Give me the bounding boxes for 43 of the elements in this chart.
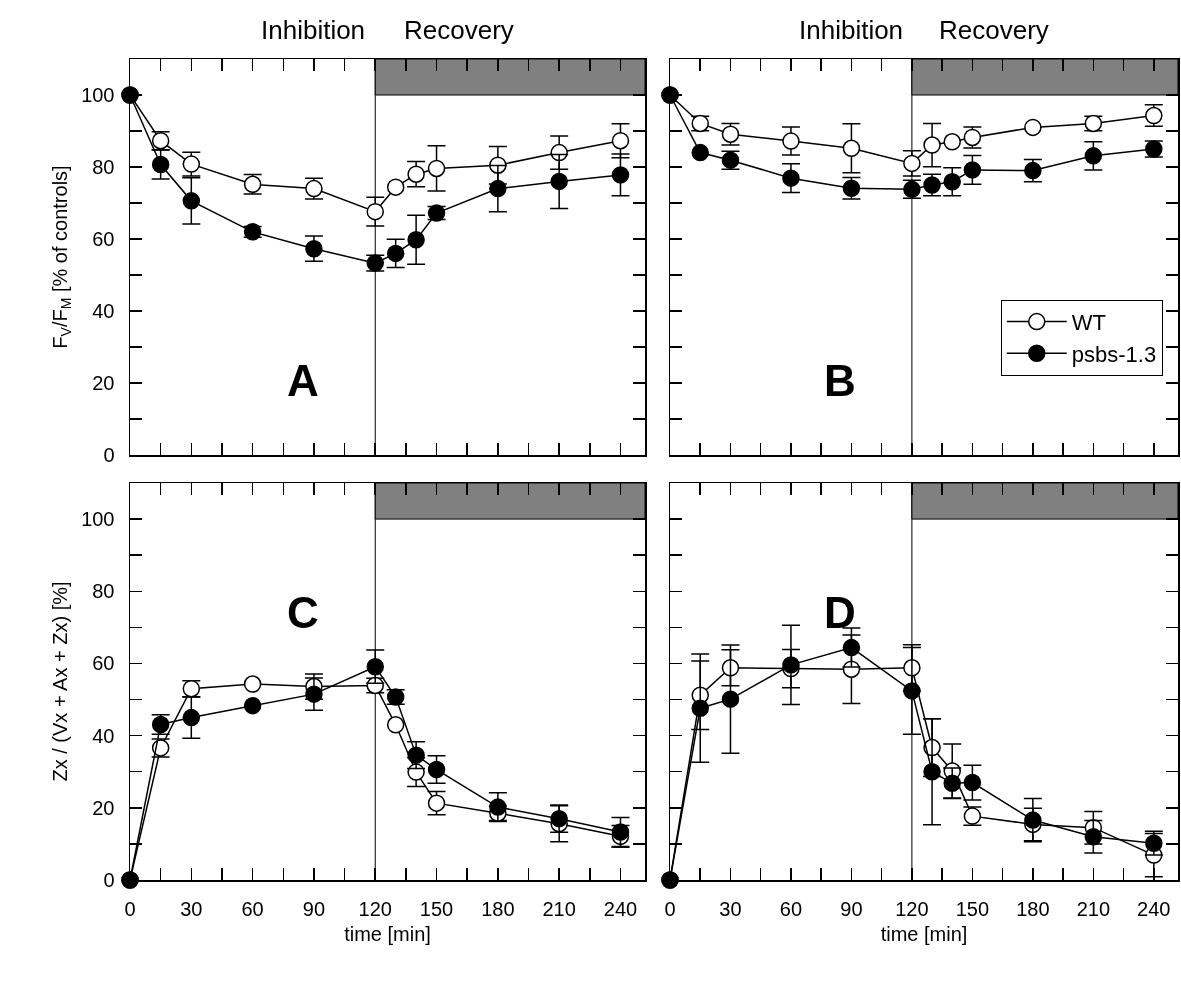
text: Recovery xyxy=(404,15,514,45)
x-tick-label: 240 xyxy=(1137,897,1171,920)
x-tick-label: 150 xyxy=(419,897,454,920)
y-tick-label: 0 xyxy=(103,869,115,891)
text: Inhibition xyxy=(261,15,366,45)
text: Recovery xyxy=(939,15,1049,45)
y-tick-label: 60 xyxy=(92,228,115,250)
y-tick-label: 20 xyxy=(92,372,115,394)
x-tick-label: 240 xyxy=(603,897,638,920)
x-tick-label: 90 xyxy=(840,897,863,920)
annotation: B xyxy=(824,356,856,405)
x-tick-label: 0 xyxy=(664,897,676,920)
y-tick-label: 60 xyxy=(92,652,115,675)
y-tick-label: 20 xyxy=(92,796,115,819)
x-tick-label: 180 xyxy=(1016,897,1050,920)
x-tick-label: 60 xyxy=(241,897,264,920)
y-tick-label: 0 xyxy=(103,444,115,466)
y-tick-label: 100 xyxy=(81,508,115,531)
x-tick-label: 210 xyxy=(1076,897,1111,920)
legend-label: psbs-1.3 xyxy=(1071,341,1157,367)
annotation: D xyxy=(824,588,856,637)
x-tick-label: 150 xyxy=(955,897,990,920)
x-tick-label: 120 xyxy=(895,897,929,920)
annotation: C xyxy=(287,588,319,637)
legend-label: WT xyxy=(1071,310,1106,336)
x-axis-title: time [min] xyxy=(344,922,431,945)
y-tick-label: 40 xyxy=(92,300,115,322)
x-tick-label: 120 xyxy=(358,897,392,920)
y-tick-label: 80 xyxy=(92,156,115,178)
x-tick-label: 180 xyxy=(481,897,515,920)
x-tick-label: 30 xyxy=(180,897,203,920)
y-tick-label: 40 xyxy=(92,724,115,747)
y-axis-title: Zx / (Vx + Ax + Zx) [%] xyxy=(48,581,71,782)
x-tick-label: 210 xyxy=(542,897,576,920)
x-tick-label: 60 xyxy=(779,897,803,920)
y-tick-label: 100 xyxy=(81,84,115,106)
annotation: A xyxy=(287,356,319,405)
x-axis-title: time [min] xyxy=(880,922,968,945)
x-tick-label: 90 xyxy=(302,897,326,920)
y-tick-label: 80 xyxy=(92,580,115,603)
x-tick-label: 0 xyxy=(124,897,136,920)
x-tick-label: 30 xyxy=(719,897,742,920)
text: Inhibition xyxy=(799,15,904,45)
